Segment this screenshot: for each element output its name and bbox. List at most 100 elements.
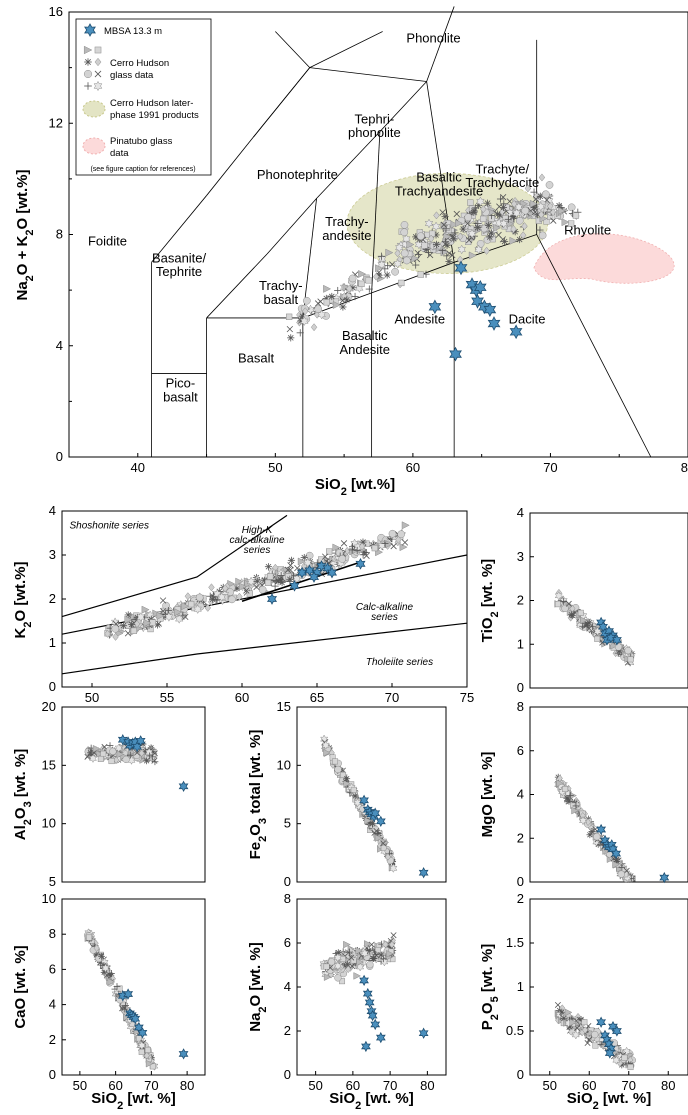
glass-cross-point: [380, 840, 387, 847]
glass-asterisk-point: [119, 622, 128, 630]
glass-diamond-point: [457, 232, 464, 241]
glass-cross-point: [321, 553, 329, 560]
glass-asterisk-point: [274, 577, 282, 585]
axis-label-part: O [wt. %]: [247, 942, 264, 1006]
asterisk-stroke: [209, 596, 216, 603]
glass-plus-point: [536, 226, 544, 234]
glass-square-point: [398, 279, 405, 287]
y-tick-label: 8: [284, 891, 291, 906]
axis-label-part: SiO: [329, 1090, 355, 1107]
y-tick-label: 2: [49, 591, 56, 606]
asterisk-stroke: [485, 222, 492, 229]
glass-plus-point: [348, 546, 356, 554]
y-tick-label: 0: [517, 1067, 524, 1082]
field-label: andesite: [322, 228, 371, 243]
x-tick-label: 60: [235, 690, 249, 705]
glass-cross-point: [159, 597, 167, 604]
asterisk-stroke: [85, 59, 91, 65]
field-label: Phonolite: [406, 31, 460, 46]
glass-triangle-point: [353, 972, 362, 980]
y-tick-label: 6: [517, 743, 524, 758]
glass-square-point: [323, 963, 330, 970]
highk-label-1: High-K: [242, 525, 274, 536]
glass-star-point: [554, 591, 563, 601]
glass-circle-point: [617, 870, 625, 878]
glass-cross-point: [449, 252, 456, 259]
glass-star-point: [499, 218, 508, 229]
mbsa-star-point: [266, 593, 278, 605]
glass-star-point: [512, 208, 521, 218]
y-tick-label: 10: [42, 816, 56, 831]
y-tick-label: 5: [49, 874, 56, 889]
x-tick-label: 80: [661, 1078, 675, 1093]
y-tick-label: 1: [517, 636, 524, 651]
glass-cross-point: [151, 750, 158, 757]
axis-label-part: SiO: [91, 1090, 117, 1107]
cross-stroke: [155, 620, 162, 627]
glass-triangle-point: [323, 284, 332, 293]
y-tick-label: 4: [284, 979, 291, 994]
glass-square-point: [594, 635, 601, 642]
glass-star-point: [164, 611, 174, 622]
classification-boundary: [316, 131, 381, 199]
glass-diamond-point: [384, 853, 391, 861]
glass-circle-point: [416, 232, 425, 241]
legend-mbsa-label: MBSA 13.3 m: [104, 26, 162, 37]
glass-cross-point: [84, 753, 91, 760]
glass-cross-point: [339, 297, 346, 304]
asterisk-stroke: [474, 224, 481, 231]
glass-plus-point: [84, 82, 92, 90]
glass-triangle-point: [401, 521, 410, 530]
field-label: Trachy-: [259, 278, 303, 293]
legend-box: [75, 18, 212, 176]
y-tick-label: 10: [42, 891, 56, 906]
x-tick-label: 80: [420, 1078, 434, 1093]
glass-diamond-point: [521, 222, 528, 231]
glass-asterisk-point: [264, 563, 273, 571]
glass-diamond-point: [346, 284, 353, 293]
classification-boundary: [206, 253, 268, 319]
asterisk-stroke: [344, 775, 350, 782]
axis-label-part: 2: [341, 486, 347, 498]
mbsa-star-point: [471, 293, 484, 309]
axis-label-part: 2: [24, 275, 36, 281]
cross-stroke: [151, 750, 158, 757]
cross-stroke: [321, 553, 329, 560]
al2o3-plot: 5 10 15 20 Al2O3 [wt. %]: [12, 699, 206, 889]
glass-cross-point: [94, 70, 102, 78]
legend-note: (see figure caption for references): [90, 166, 195, 173]
glass-square-point: [627, 656, 634, 663]
glass-plus-point: [334, 286, 342, 295]
cross-stroke: [339, 297, 346, 304]
glass-asterisk-point: [536, 192, 544, 200]
glass-plus-point: [579, 622, 587, 630]
glass-cross-point: [284, 566, 292, 574]
glass-square-point: [587, 625, 594, 632]
x-tick-label: 60: [406, 460, 420, 475]
axis-label-part: [wt. %]: [599, 1090, 652, 1107]
glass-cross-point: [340, 540, 348, 547]
glass-circle-point: [567, 203, 576, 212]
mbsa-star-point: [596, 1016, 607, 1028]
field-label: Pico-: [166, 375, 196, 390]
glass-triangle-point: [468, 251, 477, 260]
glass-circle-point: [400, 249, 409, 258]
axis-label-part: MgO [wt. %]: [479, 752, 496, 838]
mbsa-star-point: [473, 279, 487, 295]
glass-cross-point: [134, 749, 141, 756]
glass-asterisk-point: [84, 58, 92, 66]
glass-circle-point: [542, 190, 550, 199]
x-tick-label: 65: [310, 690, 324, 705]
y-tick-label: 15: [42, 757, 56, 772]
glass-triangle-point: [156, 611, 165, 620]
axis-label-part: [wt. %]: [12, 749, 29, 802]
asterisk-stroke: [471, 208, 477, 214]
glass-plus-point: [496, 195, 505, 203]
asterisk-stroke: [125, 612, 132, 618]
glass-star-point: [217, 592, 226, 602]
glass-triangle-point: [92, 744, 101, 753]
x-tick-label: 75: [460, 690, 474, 705]
mbsa-star-point: [289, 579, 300, 592]
